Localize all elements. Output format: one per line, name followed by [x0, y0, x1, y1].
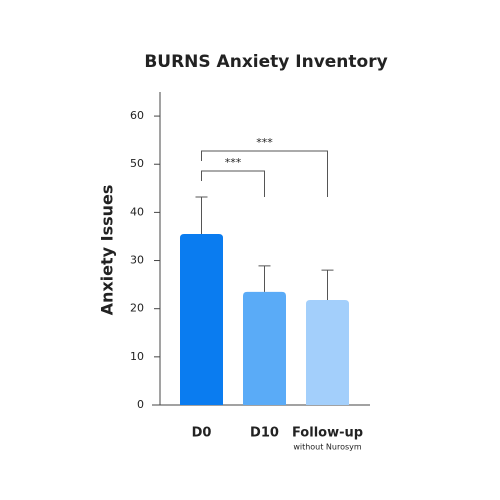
- y-tick-label: 60: [130, 109, 144, 122]
- x-tick-label: D10: [250, 426, 279, 441]
- y-tick-label: 0: [137, 398, 144, 411]
- chart-title: BURNS Anxiety Inventory: [144, 52, 387, 72]
- bar: [306, 300, 349, 405]
- significance-label: ***: [256, 136, 273, 149]
- error-bar: [195, 196, 208, 235]
- significance-bracket: [201, 170, 265, 197]
- y-tick-label: 50: [130, 157, 144, 170]
- y-tick-label: 30: [130, 254, 144, 267]
- y-tick-label: 10: [130, 350, 144, 363]
- x-tick-label: D0: [192, 426, 212, 441]
- bar: [180, 234, 223, 405]
- significance-label: ***: [225, 156, 242, 169]
- y-tick-label: 20: [130, 302, 144, 315]
- y-tick-label: 40: [130, 205, 144, 218]
- error-bar: [258, 265, 271, 292]
- bar: [243, 291, 286, 405]
- error-bar: [321, 269, 334, 301]
- x-tick-label: Follow-up: [292, 426, 363, 441]
- x-tick-sublabel: without Nurosym: [293, 443, 362, 452]
- y-axis-label: Anxiety Issues: [98, 185, 117, 316]
- significance-bracket: [201, 150, 328, 197]
